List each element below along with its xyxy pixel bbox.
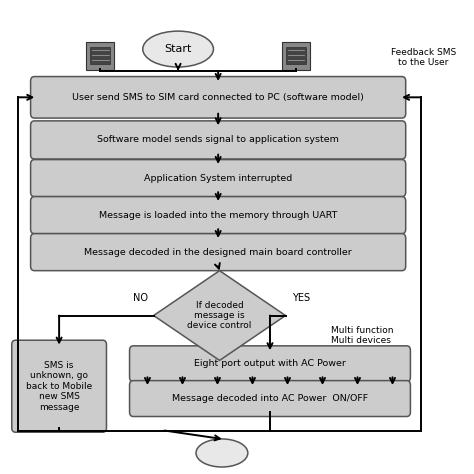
- FancyBboxPatch shape: [12, 340, 107, 432]
- Text: SMS is
unknown, go
back to Mobile
new SMS
message: SMS is unknown, go back to Mobile new SM…: [26, 361, 92, 411]
- Text: If decoded
message is
device control: If decoded message is device control: [187, 301, 252, 330]
- FancyBboxPatch shape: [282, 42, 310, 70]
- FancyBboxPatch shape: [129, 346, 410, 382]
- FancyBboxPatch shape: [129, 381, 410, 417]
- FancyBboxPatch shape: [31, 234, 406, 271]
- Text: Start: Start: [164, 44, 192, 54]
- Text: Message decoded in the designed main board controller: Message decoded in the designed main boa…: [84, 247, 352, 256]
- FancyBboxPatch shape: [31, 197, 406, 234]
- Text: Eight port output with AC Power: Eight port output with AC Power: [194, 359, 346, 368]
- Text: Feedback SMS
to the User: Feedback SMS to the User: [391, 48, 456, 67]
- Text: NO: NO: [133, 292, 148, 302]
- Ellipse shape: [143, 31, 213, 67]
- Ellipse shape: [196, 439, 248, 467]
- FancyBboxPatch shape: [31, 160, 406, 197]
- Text: User send SMS to SIM card connected to PC (software model): User send SMS to SIM card connected to P…: [72, 93, 364, 102]
- Text: Application System interrupted: Application System interrupted: [144, 173, 292, 182]
- Text: Message decoded into AC Power  ON/OFF: Message decoded into AC Power ON/OFF: [172, 394, 368, 403]
- Text: YES: YES: [292, 292, 310, 302]
- FancyBboxPatch shape: [31, 77, 406, 118]
- FancyBboxPatch shape: [86, 42, 114, 70]
- Polygon shape: [154, 271, 285, 360]
- FancyBboxPatch shape: [31, 121, 406, 159]
- FancyBboxPatch shape: [90, 47, 110, 64]
- Text: Multi function
Multi devices: Multi function Multi devices: [331, 326, 394, 346]
- Text: Software model sends signal to application system: Software model sends signal to applicati…: [97, 136, 339, 145]
- Text: Message is loaded into the memory through UART: Message is loaded into the memory throug…: [99, 210, 337, 219]
- FancyBboxPatch shape: [286, 47, 306, 64]
